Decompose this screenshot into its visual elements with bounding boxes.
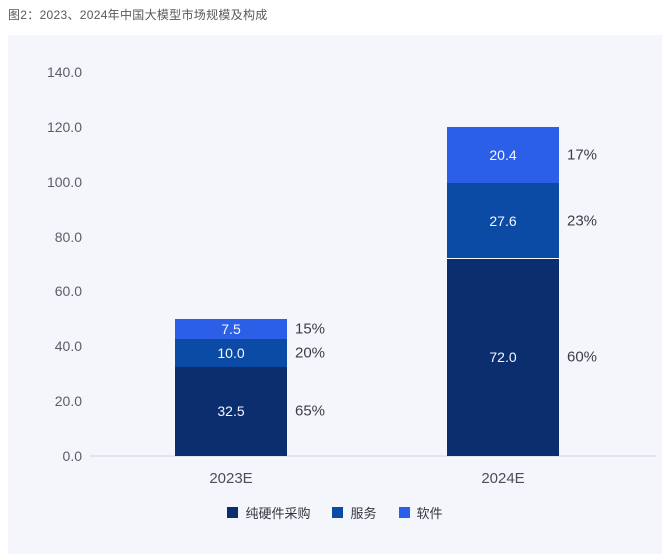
y-tick-label: 40.0	[54, 338, 82, 355]
legend-label: 服务	[350, 506, 377, 521]
chart-legend: 纯硬件采购 服务 软件	[8, 503, 662, 522]
bar-segment: 7.5	[175, 318, 287, 340]
bar-segment: 32.5	[175, 366, 287, 456]
percent-label: 60%	[567, 348, 598, 366]
legend-item: 软件	[398, 503, 443, 522]
bar-value-label: 27.6	[489, 212, 517, 229]
legend-swatch-icon	[398, 507, 410, 518]
y-tick-label: 100.0	[46, 173, 82, 190]
bar-value-label: 20.4	[489, 146, 517, 163]
y-tick-label: 20.0	[54, 393, 82, 410]
bar-segment: 27.6	[447, 182, 559, 259]
legend-swatch-icon	[227, 507, 239, 518]
figure-title: 图2：2023、2024年中国大模型市场规模及构成	[8, 8, 268, 22]
percent-label: 20%	[295, 344, 326, 362]
y-tick-label: 120.0	[46, 118, 82, 135]
legend-item: 纯硬件采购	[227, 503, 310, 522]
legend-label: 纯硬件采购	[245, 506, 311, 521]
bar-value-label: 7.5	[221, 321, 241, 338]
bar-value-label: 72.0	[489, 349, 517, 366]
percent-label: 65%	[295, 402, 326, 420]
x-axis-line	[90, 455, 656, 457]
x-category-label: 2024E	[481, 470, 525, 487]
y-tick-label: 60.0	[54, 283, 82, 300]
bar-value-label: 10.0	[217, 345, 245, 362]
bar-segment: 10.0	[175, 339, 287, 367]
percent-label: 17%	[567, 146, 598, 164]
bar-segment: 20.4	[447, 126, 559, 183]
x-category-label: 2023E	[209, 470, 253, 487]
bar-value-label: 32.5	[217, 403, 245, 420]
percent-label: 23%	[567, 212, 598, 230]
legend-label: 软件	[416, 506, 443, 521]
y-tick-label: 140.0	[46, 64, 82, 80]
y-tick-label: 80.0	[54, 228, 82, 245]
y-tick-label: 0.0	[62, 448, 82, 464]
bar-segment: 72.0	[447, 258, 559, 456]
legend-swatch-icon	[332, 507, 344, 518]
percent-label: 15%	[295, 320, 326, 338]
legend-item: 服务	[332, 503, 377, 522]
